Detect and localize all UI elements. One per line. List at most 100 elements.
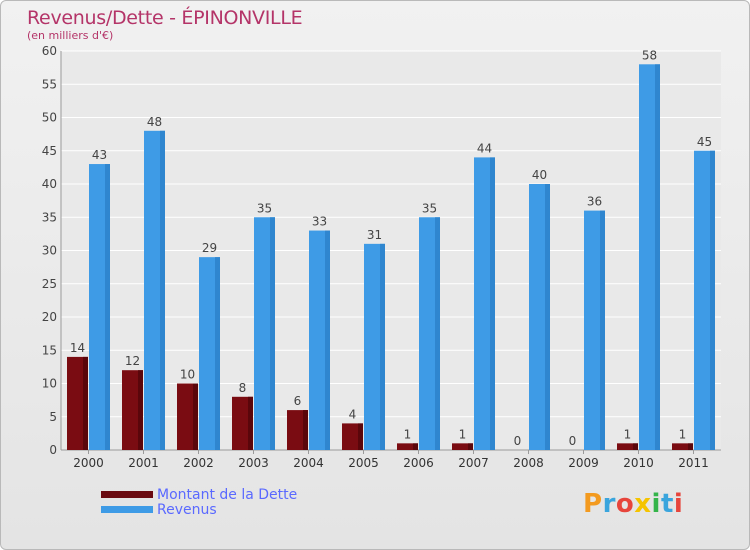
y-tick-label: 5 — [49, 410, 57, 424]
x-tick-label: 2001 — [128, 456, 159, 470]
x-tick-label: 2003 — [238, 456, 269, 470]
data-label: 4 — [349, 407, 357, 421]
legend-swatch-revenus — [101, 506, 153, 513]
bar-dette — [67, 356, 88, 450]
bar-dette-shade — [413, 443, 418, 450]
x-tick-label: 2006 — [403, 456, 434, 470]
logo-letter: r — [602, 489, 616, 519]
data-label: 0 — [569, 434, 577, 448]
bar-dette-shade — [358, 423, 363, 450]
y-tick-label: 15 — [42, 343, 57, 357]
data-label: 43 — [92, 148, 107, 162]
data-label: 8 — [239, 381, 247, 395]
logo-letter: x — [634, 489, 652, 519]
legend-item-revenus: Revenus — [101, 501, 297, 518]
bar-dette — [232, 396, 253, 450]
bar-revenus — [694, 150, 715, 450]
legend-label-dette: Montant de la Dette — [157, 486, 298, 503]
bar-revenus-shade — [270, 217, 275, 450]
bar-revenus-shade — [710, 150, 715, 450]
bar-dette-shade — [248, 396, 253, 450]
logo-letter: i — [673, 489, 684, 519]
bar-dette-shade — [193, 383, 198, 450]
legend-swatch-dette — [101, 491, 153, 498]
x-tick-label: 2010 — [623, 456, 654, 470]
x-tick-label: 2007 — [458, 456, 489, 470]
bar-dette — [672, 443, 693, 450]
data-label: 36 — [587, 195, 602, 209]
bar-dette-shade — [633, 443, 638, 450]
data-label: 45 — [697, 135, 712, 149]
y-tick-label: 60 — [42, 44, 57, 58]
y-tick-label: 35 — [42, 210, 57, 224]
data-label: 31 — [367, 228, 382, 242]
x-tick-label: 2002 — [183, 456, 214, 470]
bar-dette — [617, 443, 638, 450]
data-label: 35 — [257, 201, 272, 215]
data-label: 58 — [642, 48, 657, 62]
legend-label-revenus: Revenus — [157, 501, 217, 518]
y-tick-label: 55 — [42, 77, 57, 91]
bar-dette-shade — [303, 410, 308, 450]
proxiti-logo: Proxiti — [583, 489, 683, 519]
data-label: 14 — [70, 341, 85, 355]
bar-dette — [342, 423, 363, 450]
logo-letter: P — [583, 489, 603, 519]
bar-revenus — [144, 130, 165, 451]
bar-revenus — [419, 217, 440, 450]
y-tick-label: 45 — [42, 144, 57, 158]
data-label: 48 — [147, 115, 162, 129]
bar-revenus — [309, 230, 330, 450]
bar-revenus — [199, 257, 220, 450]
y-tick-label: 40 — [42, 177, 57, 191]
data-label: 12 — [125, 354, 140, 368]
x-tick-label: 2009 — [568, 456, 599, 470]
x-tick-label: 2005 — [348, 456, 379, 470]
logo-letter: i — [651, 489, 661, 519]
bar-dette — [397, 443, 418, 450]
bar-dette — [122, 370, 143, 450]
legend: Montant de la Dette Revenus — [101, 486, 298, 518]
x-tick-label: 2011 — [678, 456, 709, 470]
bar-dette — [452, 443, 473, 450]
data-label: 1 — [459, 427, 467, 441]
bar-revenus-shade — [600, 210, 605, 450]
y-tick-label: 10 — [42, 377, 57, 391]
bar-revenus — [254, 217, 275, 450]
bar-revenus — [89, 164, 110, 451]
chart-title: Revenus/Dette - ÉPINONVILLE — [27, 7, 303, 29]
y-tick-label: 25 — [42, 277, 57, 291]
bar-dette-shade — [468, 443, 473, 450]
bar-revenus-shade — [545, 184, 550, 450]
bar-revenus-shade — [160, 130, 165, 451]
data-label: 33 — [312, 215, 327, 229]
data-label: 10 — [180, 368, 195, 382]
y-tick-label: 50 — [42, 111, 57, 125]
bar-revenus-shade — [325, 230, 330, 450]
data-label: 44 — [477, 141, 492, 155]
logo-letter: t — [660, 489, 674, 519]
y-tick-label: 0 — [49, 443, 57, 457]
x-tick-label: 2000 — [73, 456, 104, 470]
x-tick-label: 2008 — [513, 456, 544, 470]
bar-revenus — [584, 210, 605, 450]
data-label: 0 — [514, 434, 522, 448]
data-label: 1 — [624, 427, 632, 441]
bar-revenus-shade — [105, 164, 110, 451]
data-label: 29 — [202, 241, 217, 255]
y-tick-label: 30 — [42, 244, 57, 258]
chart-subtitle: (en milliers d'€) — [27, 29, 114, 42]
y-tick-label: 20 — [42, 310, 57, 324]
data-label: 35 — [422, 201, 437, 215]
legend-item-dette: Montant de la Dette — [101, 486, 298, 503]
bar-revenus — [529, 184, 550, 450]
data-label: 1 — [404, 427, 412, 441]
bar-revenus-shade — [215, 257, 220, 450]
bar-dette — [287, 410, 308, 450]
data-label: 1 — [679, 427, 687, 441]
bar-revenus — [364, 243, 385, 450]
bar-revenus — [639, 64, 660, 451]
data-label: 6 — [294, 394, 302, 408]
bar-dette-shade — [83, 356, 88, 450]
